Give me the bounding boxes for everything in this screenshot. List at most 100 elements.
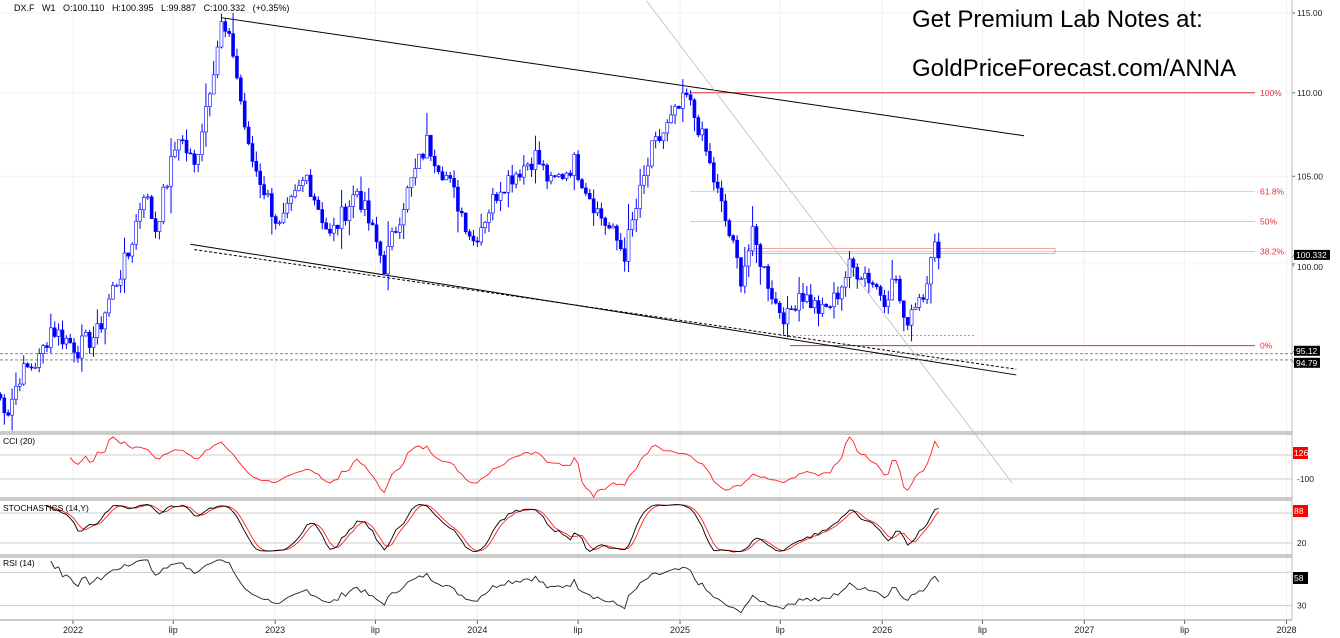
candle-up (653, 136, 658, 142)
candle-up (134, 220, 138, 245)
fib-level-label: 61.8% (1260, 187, 1285, 197)
candle-up (626, 229, 631, 262)
candle-down (242, 100, 247, 128)
candle-down (312, 196, 317, 201)
candle-down (905, 317, 910, 326)
candle-down (192, 153, 197, 165)
candle-down (421, 153, 425, 159)
candle-down (576, 154, 580, 180)
candle-up (211, 74, 216, 95)
candle-up (266, 193, 270, 196)
candle-down (882, 295, 887, 307)
x-tick-label: lip (169, 625, 178, 635)
candle-up (118, 278, 123, 286)
candle-up (847, 258, 852, 278)
candle-down (510, 175, 515, 185)
candle-up (285, 202, 290, 214)
candle-up (832, 292, 836, 307)
candle-down (529, 163, 534, 171)
candle-up (863, 272, 867, 280)
candle-down (250, 143, 255, 162)
candle-down (855, 267, 860, 280)
candle-up (669, 114, 673, 123)
candle-down (29, 366, 34, 369)
candle-down (793, 308, 798, 311)
price-label: 94.79 (1296, 358, 1318, 368)
x-tick-label: 2024 (467, 625, 487, 635)
candle-up (161, 186, 166, 222)
candle-down (60, 329, 65, 345)
candle-down (254, 161, 259, 172)
candle-down (328, 228, 332, 234)
candle-down (440, 171, 445, 181)
candle-up (215, 46, 220, 76)
candle-down (696, 117, 701, 136)
candle-up (917, 297, 922, 308)
candle-down (677, 106, 681, 109)
candle-up (401, 209, 406, 226)
candle-up (506, 175, 511, 193)
candle-down (587, 193, 592, 200)
candle-down (180, 139, 185, 142)
candle-up (277, 222, 282, 224)
indicator-value-box (1293, 447, 1308, 459)
fib-level-label: 38.2% (1260, 246, 1285, 256)
x-tick-label: 2025 (670, 625, 690, 635)
candle-down (258, 170, 263, 185)
stochastics-label: STOCHASTICS (14,Y) (3, 503, 89, 513)
candle-up (673, 106, 677, 116)
candle-down (270, 193, 274, 217)
candle-up (49, 327, 53, 348)
candle-up (293, 190, 297, 197)
candle-down (452, 177, 456, 188)
candle-up (165, 185, 169, 188)
candle-up (208, 93, 212, 107)
candle-up (700, 128, 704, 136)
y-tick-label: 105.00 (1297, 171, 1323, 181)
price-label: 95.12 (1296, 346, 1318, 356)
candle-down (731, 235, 736, 241)
candle-down (6, 412, 10, 416)
candle-up (444, 175, 449, 181)
candle-down (25, 363, 30, 368)
x-tick-label: 2022 (63, 625, 83, 635)
candle-up (200, 131, 204, 155)
candle-down (867, 272, 871, 284)
candle-up (638, 184, 642, 209)
candle-up (18, 383, 22, 387)
candle-up (297, 185, 301, 191)
promo-line-1: Get Premium Lab Notes at: (912, 6, 1203, 33)
candle-down (828, 306, 832, 308)
current-price-label: 100.332 (1296, 250, 1327, 260)
candle-up (56, 329, 61, 337)
price-label-box (1294, 357, 1320, 368)
candle-down (723, 200, 728, 221)
candle-down (770, 288, 774, 300)
label-leader (1291, 350, 1295, 354)
candle-up (805, 294, 809, 302)
indicator-value-box (1293, 572, 1308, 584)
candle-up (145, 196, 150, 199)
candle-down (607, 225, 611, 229)
candle-up (572, 154, 577, 176)
high-value: H:100.395 (111, 3, 154, 13)
candle-up (204, 106, 208, 133)
candle-down (580, 179, 584, 189)
candle-down (599, 208, 604, 219)
candle-down (735, 239, 739, 258)
trendline (645, 0, 1013, 484)
candle-down (591, 198, 596, 214)
candle-up (564, 172, 569, 180)
candle-down (622, 248, 627, 262)
candle-down (921, 297, 925, 300)
candle-down (603, 217, 608, 226)
candle-down (692, 99, 697, 118)
candle-up (397, 224, 402, 233)
candle-up (14, 385, 18, 400)
current-price-box (1294, 249, 1330, 260)
candle-up (413, 168, 418, 179)
candle-up (176, 139, 181, 151)
label-leader (1291, 359, 1295, 363)
candle-down (870, 282, 875, 285)
